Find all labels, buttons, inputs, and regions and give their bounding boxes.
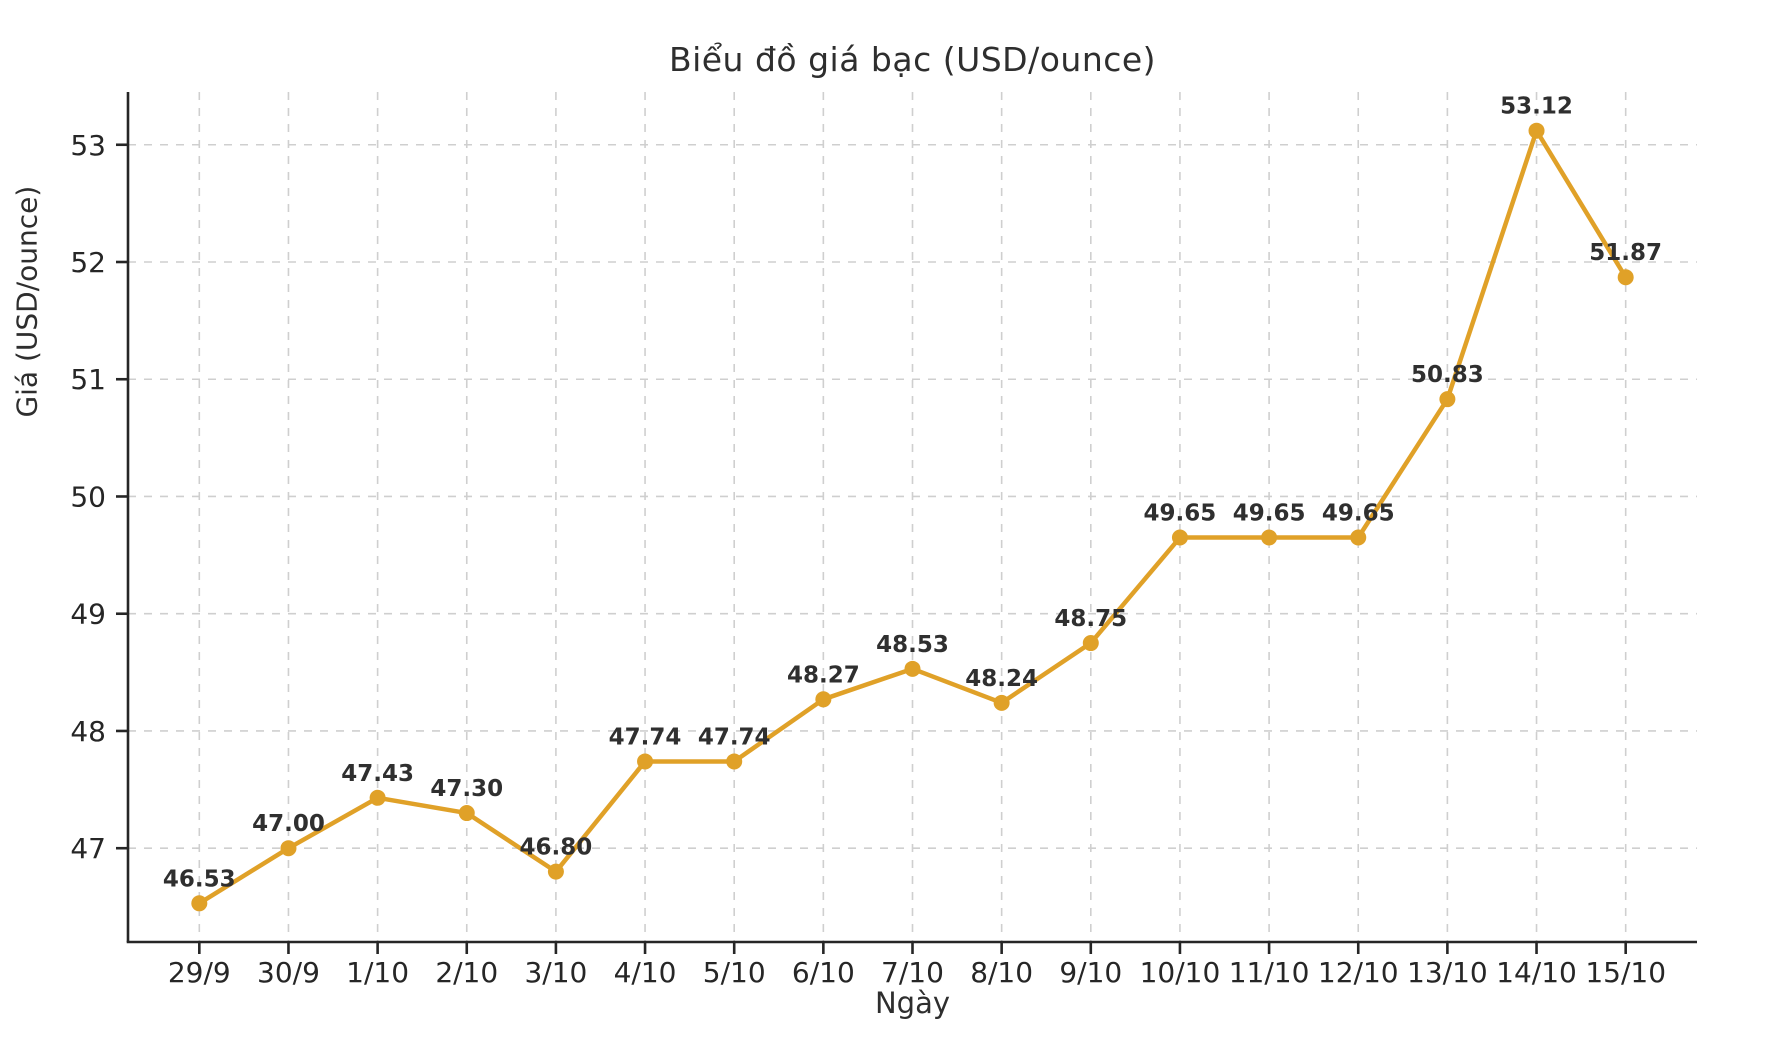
data-point-label: 50.83 [1411, 362, 1484, 388]
data-point-marker [280, 840, 297, 857]
x-axis-title: Ngày [874, 986, 951, 1020]
data-point-label: 48.24 [965, 666, 1038, 692]
data-point-label: 47.74 [609, 724, 682, 750]
data-point-marker [458, 805, 475, 822]
y-tick-label: 52 [70, 246, 106, 279]
data-point-marker [1617, 269, 1634, 286]
data-point-label: 48.53 [876, 632, 949, 658]
data-point-marker [191, 895, 208, 912]
x-tick-label: 6/10 [792, 956, 855, 989]
data-point-label: 49.65 [1233, 501, 1306, 527]
data-point-label: 53.12 [1500, 94, 1573, 120]
data-point-label: 47.74 [698, 724, 771, 750]
x-tick-label: 14/10 [1496, 956, 1577, 989]
y-gridlines [128, 143, 1697, 850]
data-point-marker [726, 753, 743, 770]
data-point-label: 47.00 [252, 811, 325, 837]
x-tick-label: 4/10 [614, 956, 677, 989]
data-point-marker [547, 863, 564, 880]
x-tick-labels: 29/9 30/9 1/10 2/10 3/10 4/10 5/10 6/10 7/10 8/10… [168, 942, 1666, 989]
data-point-label: 46.80 [520, 835, 593, 861]
data-point-marker [1261, 529, 1278, 546]
data-point-marker [1350, 529, 1367, 546]
x-tick-label: 11/10 [1229, 956, 1310, 989]
x-tick-label: 8/10 [970, 956, 1033, 989]
data-point-marker [993, 694, 1010, 711]
chart-title: Biểu đồ giá bạc (USD/ounce) [668, 40, 1157, 79]
data-point-marker [904, 660, 921, 677]
x-tick-label: 13/10 [1407, 956, 1488, 989]
x-tick-label: 3/10 [524, 956, 587, 989]
y-tick-labels: 47 48 49 50 51 52 53 [70, 129, 128, 865]
data-point-label: 47.30 [430, 776, 503, 802]
y-tick-label: 47 [70, 832, 106, 865]
x-tick-label: 1/10 [346, 956, 409, 989]
x-tick-label: 7/10 [881, 956, 944, 989]
data-point-labels: 46.53 47.00 47.43 47.30 46.80 47.74 47.74 48.27… [163, 94, 1662, 893]
y-tick-label: 48 [70, 715, 106, 748]
data-point-markers [191, 122, 1634, 912]
x-tick-label: 30/9 [257, 956, 320, 989]
y-tick-label: 49 [70, 598, 106, 631]
y-tick-label: 53 [70, 129, 106, 162]
data-point-label: 51.87 [1589, 240, 1662, 266]
data-point-marker [369, 789, 386, 806]
y-tick-label: 50 [70, 480, 106, 513]
data-point-label: 46.53 [163, 866, 236, 892]
x-gridlines [198, 92, 1627, 942]
x-tick-label: 29/9 [168, 956, 231, 989]
x-tick-label: 5/10 [703, 956, 766, 989]
data-point-label: 49.65 [1144, 501, 1217, 527]
data-point-label: 48.27 [787, 662, 860, 688]
data-point-marker [1082, 635, 1099, 652]
data-point-marker [1528, 122, 1545, 139]
x-tick-label: 10/10 [1140, 956, 1221, 989]
data-point-marker [815, 691, 832, 708]
x-tick-label: 12/10 [1318, 956, 1399, 989]
data-point-label: 48.75 [1054, 606, 1127, 632]
x-tick-label: 15/10 [1585, 956, 1666, 989]
data-point-label: 49.65 [1322, 501, 1395, 527]
data-point-label: 47.43 [341, 761, 414, 787]
data-point-marker [637, 753, 654, 770]
data-point-marker [1171, 529, 1188, 546]
x-tick-label: 2/10 [435, 956, 498, 989]
x-tick-label: 9/10 [1059, 956, 1122, 989]
y-tick-label: 51 [70, 363, 106, 396]
y-axis-title: Giá (USD/ounce) [10, 185, 44, 418]
data-point-marker [1439, 391, 1456, 408]
